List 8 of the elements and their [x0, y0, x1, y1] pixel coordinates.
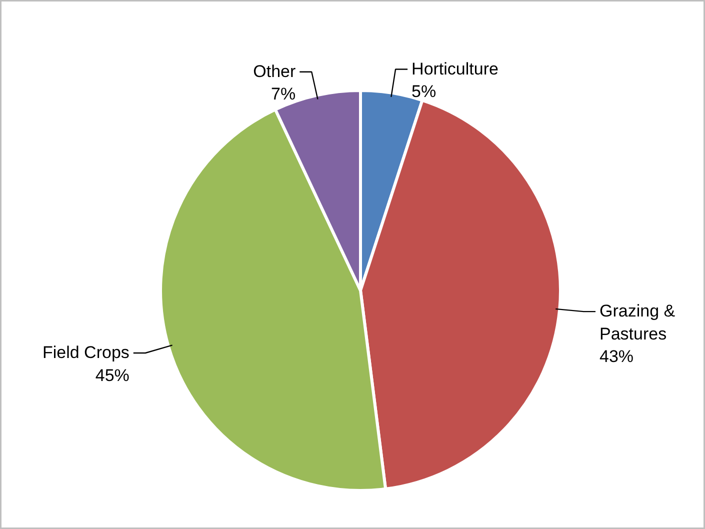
- slice-label: Grazing & Pastures: [600, 302, 676, 344]
- data-label: 7%: [271, 84, 296, 104]
- slice-label: Horticulture: [412, 59, 498, 78]
- slice-label: Other: [253, 62, 296, 81]
- slice-label: Field Crops: [42, 342, 130, 362]
- data-label: 43%: [600, 347, 634, 366]
- data-label: 45%: [95, 366, 130, 385]
- data-label: 5%: [412, 82, 436, 102]
